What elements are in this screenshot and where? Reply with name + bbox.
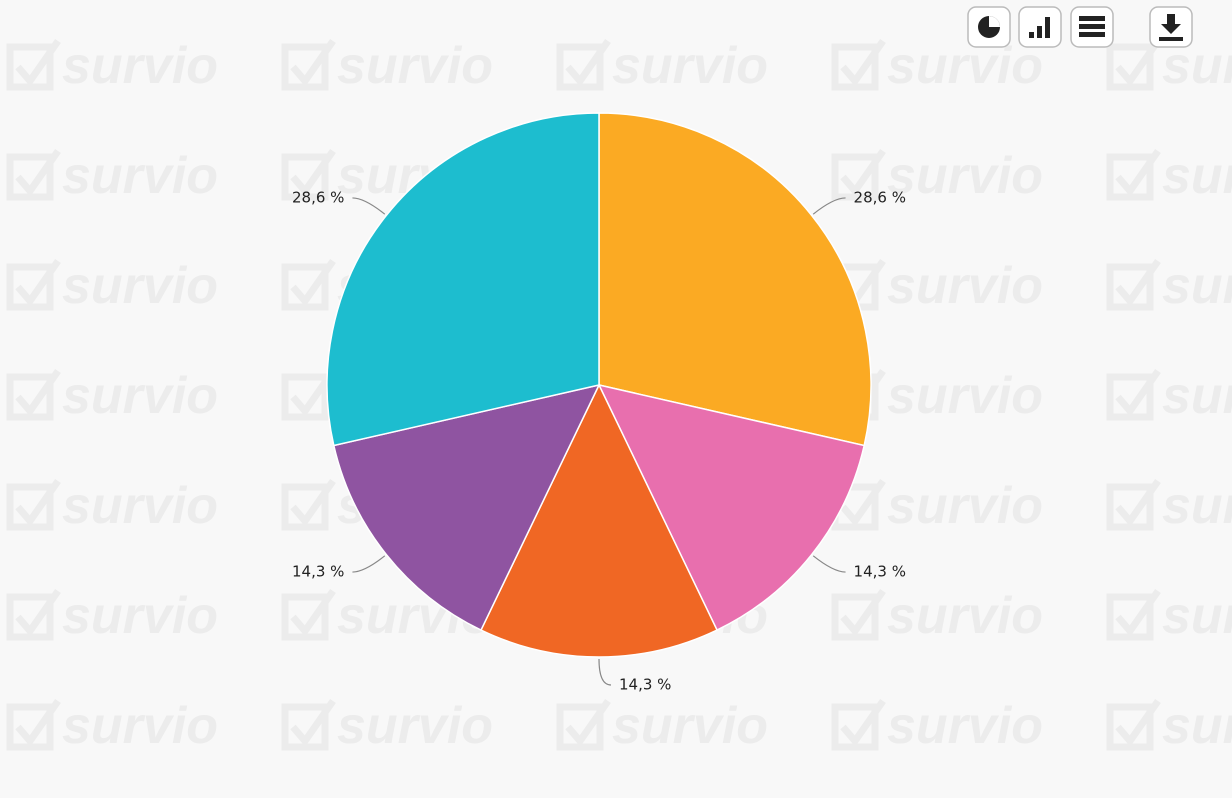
watermark-text: survio bbox=[887, 697, 1043, 755]
label-connector bbox=[812, 197, 846, 215]
watermark-check bbox=[6, 258, 61, 311]
label-connector bbox=[812, 555, 846, 573]
watermark-text: survio bbox=[62, 37, 218, 95]
watermark-check bbox=[1106, 38, 1161, 91]
watermark-check bbox=[831, 148, 886, 201]
watermark-check bbox=[281, 38, 336, 91]
data-label: 28,6 % bbox=[292, 188, 344, 206]
watermark-text: survio bbox=[62, 257, 218, 315]
watermark-text: survio bbox=[62, 147, 218, 205]
watermark-check bbox=[1106, 478, 1161, 531]
pie-slice bbox=[479, 383, 719, 658]
watermark-check bbox=[556, 698, 611, 751]
pie: 28,6 % 14,3 % 14,3 % 14,3 % 28,6 % bbox=[292, 112, 906, 694]
watermark-check bbox=[281, 588, 336, 641]
pie-slice bbox=[598, 112, 872, 447]
watermark-check bbox=[6, 478, 61, 531]
watermark-text: survio bbox=[62, 587, 218, 645]
watermark-check bbox=[556, 38, 611, 91]
watermark-check bbox=[281, 698, 336, 751]
watermark-text: survio bbox=[1162, 697, 1232, 755]
watermark-check bbox=[6, 368, 61, 421]
data-label: 28,6 % bbox=[854, 188, 906, 206]
watermark-check bbox=[1106, 148, 1161, 201]
pie-slice bbox=[332, 383, 601, 632]
label-connector bbox=[352, 555, 386, 573]
watermark-text: survio bbox=[887, 147, 1043, 205]
watermark-check bbox=[1106, 698, 1161, 751]
watermark-check bbox=[1106, 588, 1161, 641]
watermark-text: survio bbox=[887, 37, 1043, 95]
watermark-check bbox=[281, 478, 336, 531]
watermark-text: survio bbox=[337, 37, 493, 95]
watermark-text: survio bbox=[1162, 257, 1232, 315]
watermark-check bbox=[831, 698, 886, 751]
watermark-text: survio bbox=[887, 477, 1043, 535]
watermark-text: survio bbox=[887, 367, 1043, 425]
data-label: 14,3 % bbox=[619, 676, 671, 694]
watermark-text: survio bbox=[1162, 477, 1232, 535]
watermark-text: survio bbox=[887, 257, 1043, 315]
watermark-text: survio bbox=[612, 37, 768, 95]
watermark-check bbox=[1106, 258, 1161, 311]
watermark-text: survio bbox=[337, 697, 493, 755]
watermark-text: survio bbox=[62, 477, 218, 535]
watermark-text: survio bbox=[612, 697, 768, 755]
watermark-check bbox=[6, 698, 61, 751]
watermark-text: survio bbox=[1162, 587, 1232, 645]
pie-slice bbox=[597, 383, 866, 632]
watermark-check bbox=[831, 588, 886, 641]
watermark-check bbox=[281, 148, 336, 201]
watermark-text: survio bbox=[1162, 147, 1232, 205]
watermark-check bbox=[6, 588, 61, 641]
watermark-text: survio bbox=[62, 367, 218, 425]
watermark-check bbox=[6, 38, 61, 91]
watermark-check bbox=[1106, 368, 1161, 421]
label-connector bbox=[598, 658, 612, 686]
pie-view-button[interactable] bbox=[967, 6, 1011, 48]
watermark-check bbox=[831, 38, 886, 91]
watermark-text: survio bbox=[1162, 367, 1232, 425]
watermark-check bbox=[6, 148, 61, 201]
pie-slice bbox=[326, 112, 600, 447]
data-label: 14,3 % bbox=[854, 563, 906, 581]
watermark-text: survio bbox=[887, 587, 1043, 645]
table-view-button[interactable] bbox=[1070, 6, 1114, 48]
watermark-check bbox=[281, 258, 336, 311]
download-button[interactable] bbox=[1149, 6, 1193, 48]
watermark-check bbox=[281, 368, 336, 421]
label-connector bbox=[352, 197, 386, 215]
data-label: 14,3 % bbox=[292, 563, 344, 581]
bar-view-button[interactable] bbox=[1018, 6, 1062, 48]
toolbar bbox=[967, 6, 1193, 48]
watermark-text: survio bbox=[62, 697, 218, 755]
